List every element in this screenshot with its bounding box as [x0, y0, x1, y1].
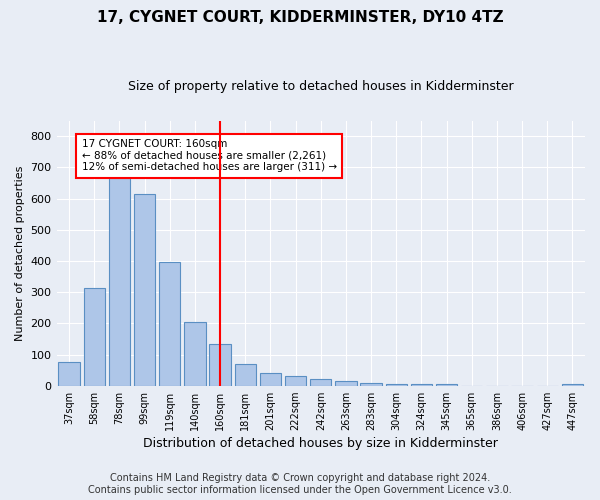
Bar	[310, 380, 331, 386]
Bar	[361, 382, 382, 386]
Bar	[411, 384, 432, 386]
Bar	[260, 373, 281, 386]
Bar	[562, 384, 583, 386]
Text: 17 CYGNET COURT: 160sqm
← 88% of detached houses are smaller (2,261)
12% of semi: 17 CYGNET COURT: 160sqm ← 88% of detache…	[82, 140, 337, 172]
X-axis label: Distribution of detached houses by size in Kidderminster: Distribution of detached houses by size …	[143, 437, 498, 450]
Bar	[235, 364, 256, 386]
Bar	[83, 288, 105, 386]
Bar	[436, 384, 457, 386]
Text: Contains HM Land Registry data © Crown copyright and database right 2024.
Contai: Contains HM Land Registry data © Crown c…	[88, 474, 512, 495]
Bar	[134, 194, 155, 386]
Y-axis label: Number of detached properties: Number of detached properties	[15, 166, 25, 341]
Bar	[58, 362, 80, 386]
Title: Size of property relative to detached houses in Kidderminster: Size of property relative to detached ho…	[128, 80, 514, 93]
Bar	[109, 178, 130, 386]
Bar	[285, 376, 307, 386]
Bar	[159, 262, 181, 386]
Bar	[335, 381, 356, 386]
Bar	[209, 344, 231, 386]
Bar	[184, 322, 206, 386]
Text: 17, CYGNET COURT, KIDDERMINSTER, DY10 4TZ: 17, CYGNET COURT, KIDDERMINSTER, DY10 4T…	[97, 10, 503, 25]
Bar	[386, 384, 407, 386]
